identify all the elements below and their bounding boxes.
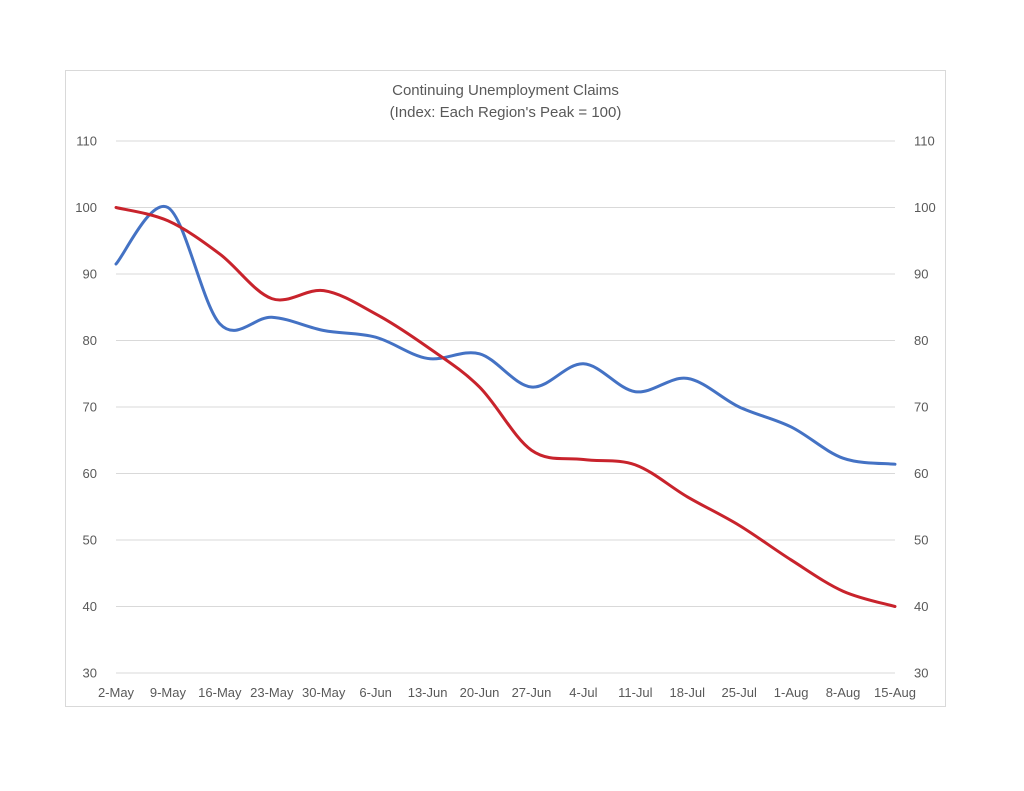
left-y-tick-label: 90 — [83, 267, 97, 282]
left-y-tick-label: 50 — [83, 533, 97, 548]
x-tick-label: 30-May — [302, 685, 346, 700]
x-tick-label: 20-Jun — [460, 685, 500, 700]
right-y-tick-label: 60 — [914, 466, 928, 481]
chart-title: Continuing Unemployment Claims — [392, 82, 619, 99]
right-y-tick-label: 100 — [914, 200, 936, 215]
right-y-tick-label: 80 — [914, 333, 928, 348]
gridlines — [116, 140, 895, 674]
x-tick-label: 15-Aug — [874, 685, 916, 700]
x-tick-label: 23-May — [250, 685, 294, 700]
x-tick-label: 6-Jun — [359, 685, 392, 700]
right-y-tick-label: 90 — [914, 267, 928, 282]
right-y-axis: 30 40 50 60 70 80 90 100 110 — [914, 134, 936, 681]
series-lines — [114, 204, 897, 608]
right-y-tick-label: 50 — [914, 533, 928, 548]
left-y-tick-label: 80 — [83, 333, 97, 348]
left-y-tick-label: 70 — [83, 400, 97, 415]
chart-area — [65, 70, 946, 707]
left-y-tick-label: 30 — [83, 666, 97, 681]
right-y-tick-label: 40 — [914, 599, 928, 614]
x-axis: 2-May 9-May 16-May 23-May 30-May 6-Jun 13-Jun 2… — [98, 685, 916, 700]
x-tick-label: 2-May — [98, 685, 135, 700]
right-y-tick-label: 30 — [914, 666, 928, 681]
left-y-tick-label: 60 — [83, 466, 97, 481]
series-line-2 — [114, 206, 897, 608]
left-y-tick-label: 100 — [75, 200, 97, 215]
x-tick-label: 1-Aug — [774, 685, 809, 700]
x-tick-label: 13-Jun — [408, 685, 448, 700]
series-line-1 — [114, 204, 897, 466]
left-y-tick-label: 110 — [76, 134, 97, 149]
left-y-axis: 30 40 50 60 70 80 90 100 110 — [75, 134, 97, 681]
right-y-tick-label: 110 — [914, 134, 935, 149]
chart-subtitle: (Index: Each Region's Peak = 100) — [389, 104, 622, 121]
x-tick-label: 16-May — [198, 685, 242, 700]
x-tick-label: 4-Jul — [569, 685, 597, 700]
x-tick-label: 27-Jun — [512, 685, 552, 700]
x-tick-label: 9-May — [150, 685, 187, 700]
x-tick-label: 8-Aug — [826, 685, 861, 700]
right-y-tick-label: 70 — [914, 400, 928, 415]
x-tick-label: 18-Jul — [670, 685, 706, 700]
x-tick-label: 25-Jul — [721, 685, 757, 700]
left-y-tick-label: 40 — [83, 599, 97, 614]
x-tick-label: 11-Jul — [618, 685, 653, 700]
